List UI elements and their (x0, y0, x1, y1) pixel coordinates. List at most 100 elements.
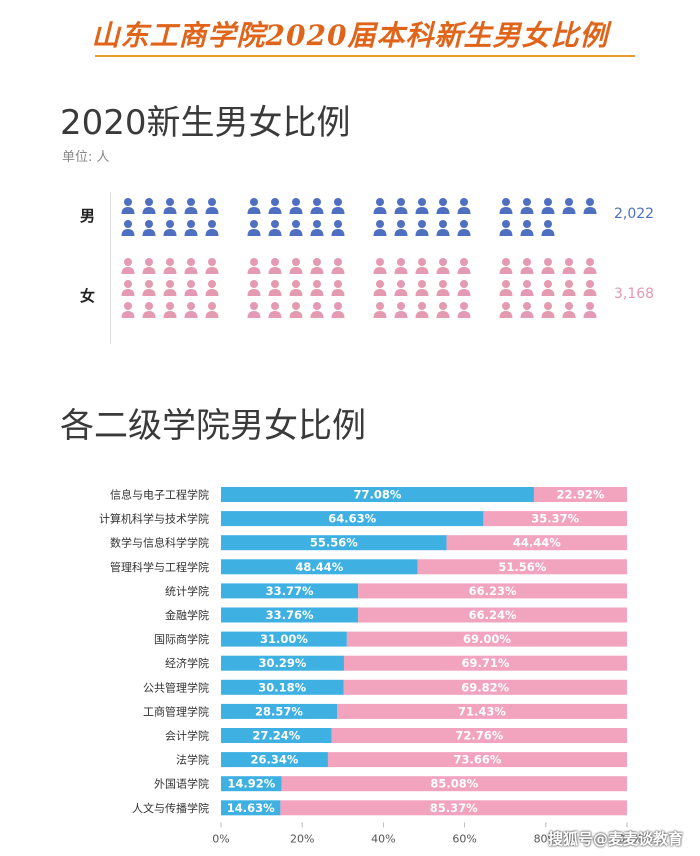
male-bar (221, 800, 281, 816)
person-icon (289, 280, 303, 296)
category-label: 公共管理学院 (143, 680, 209, 694)
category-label: 工商管理学院 (143, 704, 209, 718)
person-icon (331, 302, 345, 318)
bar-value-label: 33.76% (266, 608, 314, 622)
female-bar (533, 487, 627, 502)
male-count: 2,022 (614, 206, 655, 222)
x-tick-label: 0% (212, 832, 229, 845)
bar-value-label: 33.77% (266, 584, 314, 598)
person-icon (436, 280, 450, 296)
person-icon (310, 220, 324, 236)
pictogram-axis (110, 192, 111, 344)
person-icon (310, 258, 324, 274)
male-bar (221, 703, 337, 719)
person-icon (373, 258, 387, 274)
bar-value-label: 30.29% (259, 656, 307, 670)
person-icon (457, 198, 471, 214)
person-icon (373, 198, 387, 214)
category-label: 数学与信息科学学院 (110, 536, 209, 550)
category-label: 外国语学院 (154, 777, 209, 791)
bar-value-label: 35.37% (531, 512, 579, 526)
bar-value-label: 69.00% (463, 632, 511, 646)
bar-value-label: 69.82% (461, 680, 509, 694)
person-icon (205, 220, 219, 236)
person-icon (436, 302, 450, 318)
category-label: 计算机科学与技术学院 (99, 512, 209, 526)
person-icon (205, 302, 219, 318)
male-bar (221, 559, 418, 575)
bar-value-label: 27.24% (252, 729, 300, 743)
section1-title: 2020新生男女比例 (60, 103, 351, 143)
bar-value-label: 85.37% (430, 801, 478, 815)
person-icon (184, 280, 198, 296)
male-bar (221, 776, 282, 792)
category-label: 经济学院 (165, 656, 209, 670)
person-icon (121, 258, 135, 274)
person-icon (541, 220, 555, 236)
category-label: 信息与电子工程学院 (110, 488, 209, 502)
male-bar (221, 607, 359, 623)
person-icon (415, 280, 429, 296)
category-label: 人文与传播学院 (132, 801, 209, 815)
female-bar (331, 728, 627, 743)
x-tick-label: 80% (534, 832, 558, 845)
male-bar (221, 583, 359, 599)
person-icon (142, 198, 156, 214)
person-icon (247, 258, 261, 274)
bar-value-label: 55.56% (310, 536, 358, 550)
male-bar (221, 511, 484, 527)
person-icon (142, 280, 156, 296)
bar-value-label: 48.44% (295, 560, 343, 574)
person-icon (310, 302, 324, 318)
bar-value-label: 85.08% (430, 777, 478, 791)
female-bar (336, 703, 627, 719)
male-bar (221, 752, 328, 768)
female-bar (358, 583, 627, 599)
person-icon (247, 220, 261, 236)
banner-underline (95, 55, 635, 57)
person-icon (583, 198, 597, 214)
female-bar (327, 752, 627, 768)
person-icon (310, 198, 324, 214)
male-bar (221, 487, 534, 502)
person-icon (499, 220, 513, 236)
person-icon (583, 302, 597, 318)
person-icon (541, 198, 555, 214)
person-icon (520, 302, 534, 318)
person-icon (499, 280, 513, 296)
category-label: 金融学院 (165, 608, 209, 622)
person-icon (184, 220, 198, 236)
person-icon (436, 198, 450, 214)
person-icon (310, 280, 324, 296)
watermark: 搜狐号@麦麦谈教育 (548, 830, 684, 848)
person-icon (541, 280, 555, 296)
person-icon (373, 220, 387, 236)
person-icon (142, 258, 156, 274)
person-icon (163, 198, 177, 214)
person-icon (394, 198, 408, 214)
person-icon (268, 302, 282, 318)
person-icon (205, 280, 219, 296)
person-icon (205, 258, 219, 274)
person-icon (394, 258, 408, 274)
person-icon (163, 258, 177, 274)
person-icon (394, 302, 408, 318)
female-bar (343, 679, 627, 695)
female-bar (281, 776, 627, 792)
female-bar (483, 511, 627, 527)
category-label: 会计学院 (165, 729, 209, 743)
person-icon (415, 258, 429, 274)
person-icon (331, 258, 345, 274)
person-icon (373, 302, 387, 318)
x-tick-label: 20% (290, 832, 314, 845)
person-icon (247, 198, 261, 214)
bar-value-label: 64.63% (328, 512, 376, 526)
x-tick-label: 100% (611, 832, 642, 845)
bar-value-label: 14.92% (227, 777, 275, 791)
unit-label: 单位: 人 (62, 150, 110, 165)
person-icon (541, 258, 555, 274)
person-icon (268, 198, 282, 214)
person-icon (520, 280, 534, 296)
person-icon (142, 302, 156, 318)
person-icon (562, 258, 576, 274)
